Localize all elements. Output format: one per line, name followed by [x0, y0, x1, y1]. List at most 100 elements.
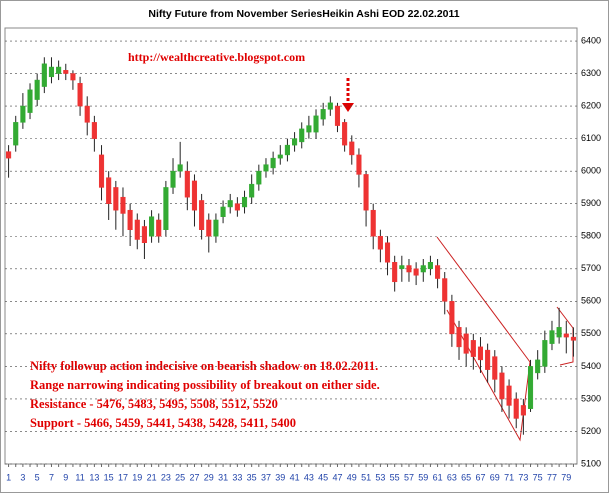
candle-body — [506, 385, 512, 406]
candle-body — [442, 278, 448, 302]
x-tick-label: 63 — [447, 472, 457, 482]
candle-body — [513, 398, 519, 419]
x-tick-label: 7 — [49, 472, 54, 482]
candle-body — [449, 301, 455, 335]
candle-body — [127, 209, 133, 230]
candle-body — [399, 265, 405, 270]
candle-body — [570, 336, 576, 341]
candle-body — [241, 196, 248, 208]
x-tick-label: 19 — [132, 472, 142, 482]
x-tick-label: 69 — [490, 472, 500, 482]
x-tick-label: 73 — [518, 472, 528, 482]
candle-body — [13, 122, 19, 146]
candle-body — [48, 66, 55, 78]
candle-body — [277, 154, 283, 159]
y-tick-label: 5900 — [581, 198, 601, 208]
x-tick-label: 53 — [375, 472, 385, 482]
candle-body — [535, 359, 541, 374]
candle-body — [134, 219, 140, 240]
candle-body — [384, 242, 391, 263]
x-tick-label: 55 — [390, 472, 400, 482]
candle-body — [91, 122, 97, 139]
candle-body — [120, 196, 126, 214]
candle-body — [56, 66, 62, 74]
candle-body — [234, 203, 240, 211]
x-tick-label: 77 — [547, 472, 557, 482]
x-tick-label: 33 — [232, 472, 242, 482]
x-tick-label: 49 — [347, 472, 357, 482]
candle-body — [141, 226, 147, 243]
x-tick-label: 1 — [6, 472, 11, 482]
url-text: http://wealthcreative.blogspot.com — [128, 50, 305, 64]
candle-body — [98, 154, 105, 188]
candle-body — [299, 128, 305, 143]
x-tick-label: 43 — [304, 472, 314, 482]
candle-body — [163, 187, 169, 230]
annotation: Range narrowing indicating possibility o… — [30, 378, 380, 392]
annotation: Nifty followup action indecisive on bear… — [30, 359, 378, 373]
x-tick-label: 21 — [147, 472, 157, 482]
annotation: Support - 5466, 5459, 5441, 5438, 5428, … — [30, 416, 296, 430]
y-tick-label: 5400 — [581, 361, 601, 371]
y-tick-label: 6100 — [581, 133, 601, 143]
candle-body — [349, 141, 355, 156]
x-tick-label: 17 — [118, 472, 128, 482]
chart-title: Nifty Future from November SeriesHeikin … — [148, 8, 459, 20]
y-tick-label: 6200 — [581, 100, 601, 110]
candle-body — [170, 170, 176, 188]
y-tick-label: 5300 — [581, 393, 601, 403]
x-tick-label: 61 — [433, 472, 443, 482]
candle-body — [427, 262, 433, 270]
candle-body — [284, 144, 290, 156]
y-tick-label: 5100 — [581, 458, 601, 468]
candle-body — [249, 183, 255, 198]
x-tick-label: 79 — [561, 472, 571, 482]
candle-body — [485, 349, 491, 370]
y-tick-label: 5600 — [581, 296, 601, 306]
x-tick-label: 23 — [161, 472, 171, 482]
candle-body — [213, 219, 219, 237]
candle-body — [470, 340, 476, 357]
candle-body — [334, 105, 341, 126]
candle-body — [456, 327, 462, 348]
candle-body — [520, 405, 526, 416]
candle-body — [220, 206, 226, 217]
candle-body — [370, 209, 376, 237]
candle-body — [413, 268, 419, 276]
candle-body — [420, 265, 426, 273]
candle-body — [77, 83, 83, 107]
candle-body — [327, 102, 333, 110]
candle-body — [292, 138, 298, 146]
x-tick-label: 65 — [461, 472, 471, 482]
candle-body — [70, 73, 76, 81]
y-tick-label: 5500 — [581, 328, 601, 338]
plot-area — [4, 27, 578, 465]
x-tick-label: 27 — [189, 472, 199, 482]
candle-body — [377, 235, 383, 250]
candle-body — [392, 262, 398, 283]
candle-body — [206, 219, 212, 237]
candle-body — [156, 219, 162, 237]
candle-body — [6, 151, 12, 159]
candle-body — [320, 109, 326, 120]
candle-body — [492, 356, 498, 380]
y-tick-label: 6400 — [581, 35, 601, 45]
x-tick-label: 29 — [204, 472, 214, 482]
candle-body — [435, 265, 441, 279]
x-tick-label: 35 — [247, 472, 257, 482]
candle-body — [342, 122, 348, 146]
x-tick-label: 25 — [175, 472, 185, 482]
annotation: Resistance - 5476, 5483, 5495, 5508, 551… — [30, 397, 278, 411]
x-tick-label: 9 — [63, 472, 68, 482]
candle-body — [270, 157, 276, 169]
candle-body — [27, 89, 33, 113]
candle-body — [84, 105, 90, 123]
x-tick-label: 3 — [20, 472, 25, 482]
candle-body — [263, 164, 269, 172]
x-tick-label: 59 — [418, 472, 428, 482]
x-tick-label: 47 — [332, 472, 342, 482]
candle-body — [306, 125, 312, 133]
candle-body — [313, 115, 319, 133]
x-tick-label: 13 — [89, 472, 99, 482]
